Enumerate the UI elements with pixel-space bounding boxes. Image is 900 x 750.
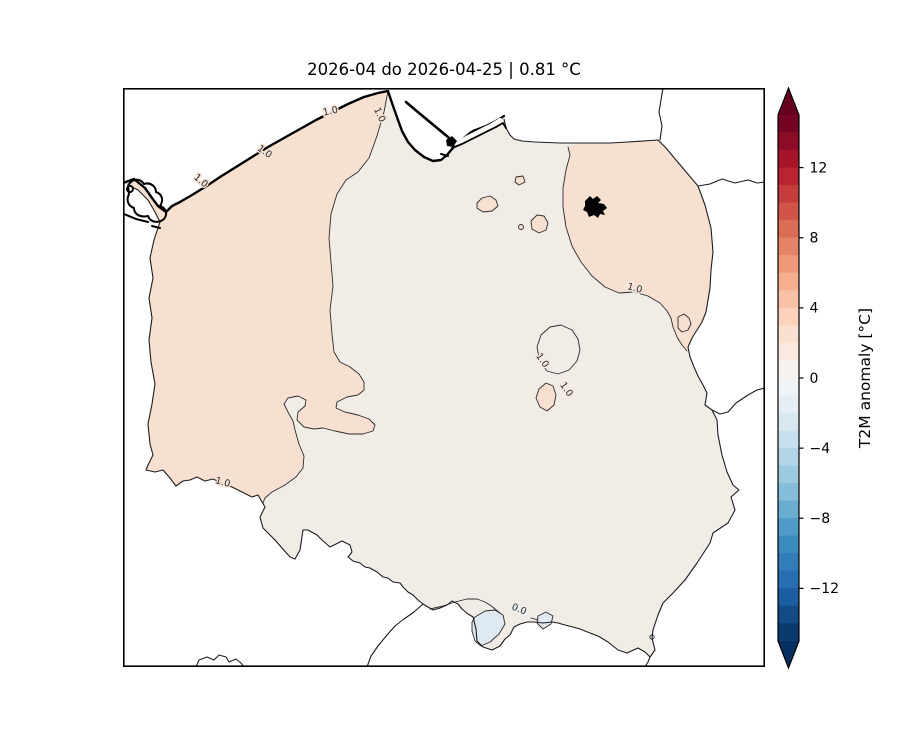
colorbar-segment — [777, 377, 800, 397]
colorbar-extend-upper — [778, 88, 799, 115]
colorbar-segment — [777, 255, 800, 274]
colorbar-segment — [777, 307, 800, 326]
colorbar-segment — [777, 290, 800, 309]
colorbar-segment — [777, 114, 800, 134]
contour-label: 1.0 — [322, 105, 339, 119]
colorbar-segment — [777, 483, 800, 502]
colorbar-tick-label: −12 — [810, 581, 840, 597]
contour-pocket-a — [536, 324, 581, 375]
szczecin-lagoon-channel-b — [151, 225, 161, 229]
hel-peninsula — [404, 100, 458, 148]
colorbar-tick-label: 0 — [810, 371, 819, 387]
colorbar-segment — [777, 132, 800, 151]
colorbar-segment — [777, 447, 800, 467]
colorbar-segment — [777, 430, 800, 449]
colorbar-segment — [777, 202, 800, 221]
contour-0p0-south-b — [530, 617, 539, 621]
border-czech-austria — [195, 654, 245, 667]
colorbar-segment — [777, 272, 800, 291]
colorbar-segment — [777, 535, 800, 554]
szczecin-lagoon — [126, 178, 168, 223]
colorbar-segment — [777, 623, 800, 642]
colorbar-tick-label: 12 — [810, 160, 828, 176]
contour-1p0-west — [262, 90, 389, 504]
colorbar-tick-label: 8 — [810, 231, 819, 247]
vistula-lagoon-shore — [451, 122, 507, 149]
contour-pocket-b — [535, 382, 557, 412]
colorbar-segment — [777, 184, 800, 204]
contour-pocket-f — [518, 224, 524, 230]
map-axes: 1.0 1.01.01.01.01.01.01.00.0 — [123, 88, 765, 667]
colorbar-segment — [777, 412, 800, 432]
colorbar-segment — [777, 342, 800, 362]
colorbar-segment — [777, 325, 800, 344]
fill-band-negative-small — [536, 611, 554, 630]
contour-pocket-g — [677, 313, 692, 333]
fill-band-negative-tatra — [471, 609, 506, 647]
vistula-mouth — [446, 136, 457, 147]
border-slovakia-ukraine — [644, 656, 651, 667]
colorbar-segment — [777, 149, 800, 169]
colorbar-outline — [777, 86, 800, 670]
colorbar-axis-label: T2M anomaly [°C] — [856, 308, 874, 449]
colorbar-tick-label: −8 — [810, 511, 831, 527]
border-kaliningrad-lithuania — [658, 88, 664, 141]
contour-pocket-c — [514, 175, 526, 186]
border-czech-slovakia — [366, 603, 424, 667]
colorbar-segment — [777, 220, 800, 239]
colorbar-segment — [777, 553, 800, 572]
border-poland — [127, 118, 740, 658]
contour-pocket-e — [530, 214, 549, 234]
colorbar-ticks: 12 8 4 0 −4 −8 −12 — [799, 160, 839, 597]
colorbar-extend-lower — [778, 641, 799, 668]
border-lithuania-belarus — [697, 178, 765, 187]
colorbar-segment — [777, 518, 800, 537]
colorbar-segment — [777, 395, 800, 414]
colorbar-segments — [777, 114, 800, 642]
vistula-lagoon-water — [454, 118, 502, 146]
lake-masuria — [583, 196, 607, 218]
colorbar-segment — [777, 360, 800, 379]
axes-frame — [123, 88, 765, 667]
colorbar-tick-label: 4 — [810, 301, 819, 317]
coast-dash — [440, 153, 449, 157]
colorbar-segment — [777, 605, 800, 625]
contour-pocket-d — [476, 195, 499, 213]
colorbar-segment — [777, 167, 800, 186]
colorbar-segment — [777, 500, 800, 519]
szczecin-lagoon-channel — [123, 213, 149, 223]
colorbar-tick-label: −4 — [810, 441, 831, 457]
colorbar-segment — [777, 465, 800, 484]
fill-band-1-2-northeast — [563, 140, 713, 351]
colorbar: 12 8 4 0 −4 −8 −12 T2M anomaly [°C] — [777, 86, 874, 670]
colorbar-segment — [777, 588, 800, 607]
colorbar-segment — [777, 237, 800, 256]
border-belarus-ukraine — [711, 387, 765, 415]
coastline-baltic — [123, 89, 477, 214]
plot-title: 2026-04 do 2026-04-25 | 0.81 °C — [307, 60, 581, 79]
fill-band-1-2-west — [123, 91, 388, 503]
contour-1p0-northeast — [562, 146, 688, 352]
szczecin-lagoon-islet — [126, 185, 134, 193]
colorbar-segment — [777, 570, 800, 589]
